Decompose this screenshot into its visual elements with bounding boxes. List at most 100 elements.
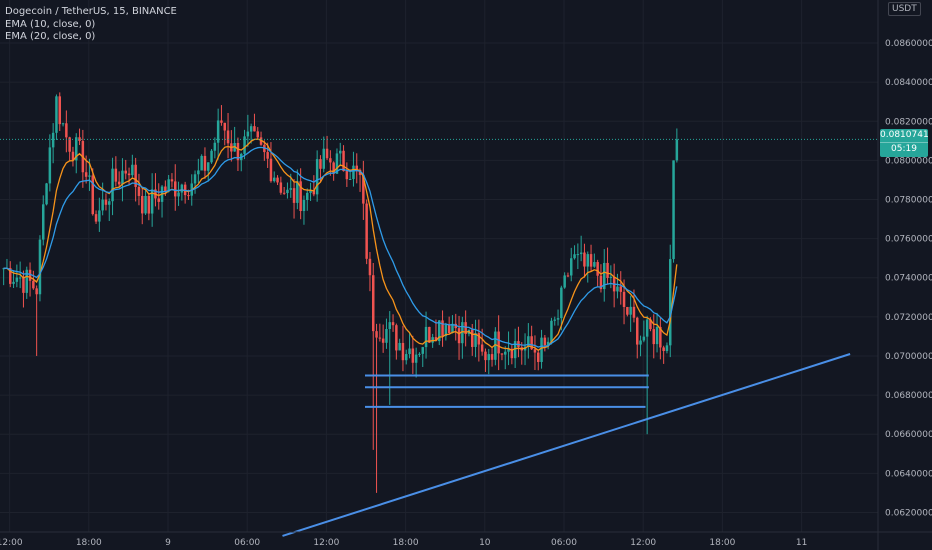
candle-body (480, 344, 484, 352)
y-tick-label: 0.0700000 (885, 352, 932, 362)
candle-body (665, 345, 669, 352)
candle-body (223, 122, 226, 131)
x-tick-label: 18:00 (76, 538, 102, 548)
candle-body (639, 340, 642, 345)
candle-body (645, 319, 649, 337)
y-tick-label: 0.0660000 (885, 430, 932, 440)
candle-body (510, 348, 514, 359)
candle-body (147, 195, 151, 214)
candle-body (464, 322, 467, 335)
candle-body (94, 214, 98, 222)
candle-body (619, 286, 622, 292)
candle-body (61, 123, 65, 125)
candle-body (286, 189, 289, 194)
y-tick-label: 0.0720000 (885, 313, 932, 323)
candle-body (626, 307, 629, 315)
candle-body (279, 182, 283, 193)
candle-body (649, 319, 652, 330)
candle-body (193, 174, 197, 184)
candle-body (292, 188, 296, 203)
candle-body (507, 348, 510, 352)
candle-body (513, 341, 517, 359)
candle-body (487, 354, 490, 361)
candle-body (527, 336, 530, 347)
trendline (282, 353, 851, 537)
last-price-value: 0.0810741 (880, 130, 929, 140)
candle-body (378, 337, 382, 339)
candle-body (553, 319, 556, 321)
legend-ema10[interactable]: EMA (10, close, 0) (5, 18, 96, 30)
x-tick-label: 12:00 (313, 538, 339, 548)
candle-body (200, 155, 203, 171)
candle-body (38, 239, 42, 295)
candle-body (669, 259, 672, 346)
candle-body (299, 181, 302, 212)
candle-body (296, 181, 299, 203)
candle-body (134, 164, 137, 187)
candle-body (253, 126, 256, 132)
candle-body (579, 252, 583, 255)
candle-body (457, 328, 461, 344)
candle-body (114, 168, 118, 182)
y-tick-label: 0.0860000 (885, 39, 932, 49)
candle-body (428, 326, 431, 343)
legend-ema20[interactable]: EMA (20, close, 0) (5, 31, 96, 42)
candle-body (537, 352, 540, 362)
candle-body (187, 195, 190, 197)
candle-body (325, 148, 329, 159)
currency-label[interactable]: USDT (888, 2, 921, 16)
x-tick-label: 11 (796, 538, 807, 548)
candle-body (315, 159, 319, 195)
y-tick-label: 0.0840000 (885, 78, 932, 88)
candle-body (55, 96, 58, 133)
candle-body (220, 120, 223, 123)
candle-body (642, 336, 646, 341)
candle-body (672, 160, 675, 260)
candle-body (603, 262, 606, 290)
candle-body (438, 320, 441, 342)
candle-body (474, 333, 477, 347)
candle-body (424, 326, 428, 348)
y-tick-label: 0.0640000 (885, 469, 932, 479)
candle-body (269, 158, 273, 182)
ema10-line (3, 138, 678, 352)
candle-body (497, 331, 500, 354)
candle-body (216, 120, 220, 143)
candle-body (35, 288, 38, 295)
candle-body (504, 351, 507, 355)
candle-body (22, 277, 25, 293)
candle-body (586, 254, 589, 267)
candle-body (28, 269, 32, 281)
candle-body (490, 354, 494, 360)
candle-body (454, 323, 457, 329)
candle-body (372, 275, 375, 332)
candle-body (25, 269, 28, 293)
candle-body (444, 324, 448, 337)
candle-body (543, 337, 547, 346)
candle-body (164, 186, 167, 192)
candle-body (243, 136, 246, 154)
candle-body (289, 188, 292, 190)
candle-body (576, 254, 580, 256)
x-tick-label: 06:00 (234, 538, 260, 548)
candle-body (104, 199, 108, 205)
candle-body (345, 171, 349, 180)
candle-body (622, 291, 626, 308)
candle-body (45, 183, 48, 205)
candle-body (15, 277, 19, 282)
x-tick-label: 12:00 (630, 538, 656, 548)
legend-symbol[interactable]: Dogecoin / TetherUS, 15, BINANCE (5, 6, 177, 17)
x-tick-label: 18:00 (393, 538, 419, 548)
candle-body (131, 164, 134, 176)
candle-body (365, 203, 368, 259)
candle-body (632, 306, 636, 318)
candle-body (335, 153, 339, 174)
candle-body (408, 348, 411, 355)
candle-body (276, 177, 279, 183)
candle-body (662, 347, 665, 352)
candle-body (306, 192, 309, 200)
candle-body (418, 353, 421, 355)
candle-body (606, 262, 609, 278)
